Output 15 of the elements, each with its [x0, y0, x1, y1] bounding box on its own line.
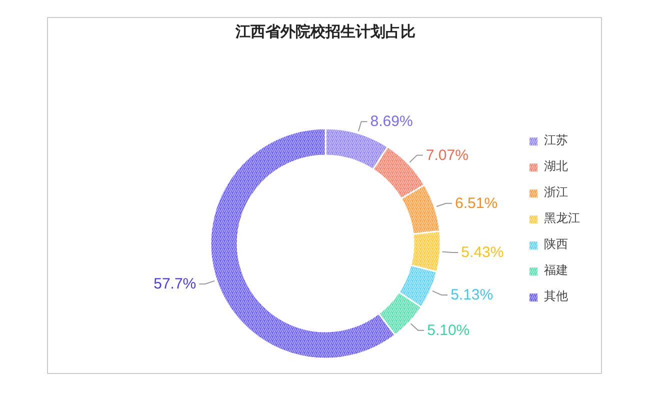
- legend-label: 陕西: [544, 236, 568, 253]
- legend-label: 湖北: [544, 158, 568, 175]
- data-label: 57.7%: [154, 276, 196, 293]
- data-label: 8.69%: [370, 113, 413, 130]
- data-label: 7.07%: [426, 146, 468, 164]
- legend-label: 浙江: [544, 184, 568, 201]
- legend-label: 福建: [544, 262, 568, 279]
- chart-title: 江西省外院校招生计划占比: [234, 22, 416, 40]
- legend-label: 其他: [544, 288, 568, 305]
- data-label: 5.10%: [427, 322, 470, 339]
- data-label: 5.43%: [461, 244, 504, 261]
- data-label: 5.13%: [450, 286, 494, 304]
- legend-label: 江苏: [544, 132, 568, 149]
- data-label: 6.51%: [454, 194, 498, 212]
- legend-label: 黑龙江: [544, 210, 580, 227]
